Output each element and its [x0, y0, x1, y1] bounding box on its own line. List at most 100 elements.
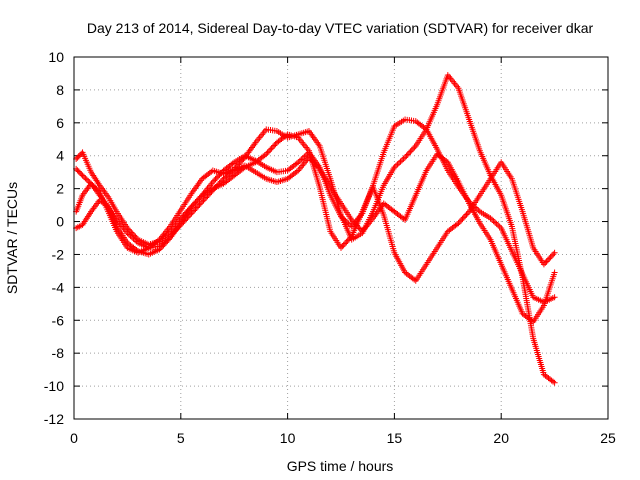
data-point	[191, 200, 198, 207]
data-point	[410, 145, 417, 152]
data-point	[355, 224, 362, 231]
data-point	[207, 190, 214, 197]
data-point	[352, 221, 359, 228]
data-point	[197, 200, 204, 207]
y-tick-label: 6	[56, 115, 64, 131]
data-point	[542, 259, 549, 266]
data-point	[192, 205, 199, 212]
data-point	[271, 142, 278, 149]
data-point	[548, 252, 555, 259]
series-trace-a	[73, 116, 558, 306]
x-tick-label: 0	[70, 430, 78, 446]
data-point	[464, 210, 471, 217]
x-tick-label: 10	[280, 430, 296, 446]
data-point	[189, 208, 196, 215]
data-point	[173, 226, 180, 233]
data-point	[356, 225, 363, 232]
data-points	[73, 72, 558, 386]
y-tick-label: -12	[44, 411, 64, 427]
data-point	[189, 202, 196, 209]
y-tick-label: 4	[56, 148, 64, 164]
data-point	[187, 211, 194, 218]
data-point	[193, 197, 200, 204]
data-point	[546, 255, 553, 262]
data-point	[82, 175, 89, 182]
data-point	[340, 241, 347, 248]
data-point	[272, 141, 279, 148]
data-point	[185, 213, 192, 220]
data-point	[240, 155, 247, 162]
data-point	[267, 146, 274, 153]
data-point	[200, 197, 207, 204]
data-point	[199, 198, 206, 205]
data-point	[550, 251, 557, 258]
data-point	[168, 231, 175, 238]
data-point	[459, 215, 466, 222]
data-point	[544, 257, 551, 264]
data-point	[176, 223, 183, 230]
data-point	[212, 184, 219, 191]
data-point	[350, 218, 357, 225]
data-point	[540, 261, 547, 268]
data-point	[76, 152, 83, 159]
data-point	[543, 258, 550, 265]
data-point	[309, 158, 316, 165]
data-point	[265, 148, 272, 155]
data-point	[269, 143, 276, 150]
y-tick-label: 10	[48, 49, 64, 65]
data-point	[354, 222, 361, 229]
data-point	[305, 154, 312, 161]
axis-ticks: 0 5 10 15 20 25 -12 -10 -8 -6 -4 -2 0 2 4 6 8 10	[44, 49, 616, 446]
data-point	[181, 217, 188, 224]
data-point	[394, 161, 401, 168]
data-point	[219, 177, 226, 184]
data-point	[456, 218, 463, 225]
data-point	[402, 154, 409, 161]
data-point	[397, 158, 404, 165]
x-tick-label: 15	[387, 430, 403, 446]
data-point	[79, 172, 86, 179]
data-point	[205, 191, 212, 198]
series-trace-c	[73, 131, 558, 284]
data-point	[403, 152, 410, 159]
y-tick-label: -2	[52, 246, 65, 262]
plot-frame	[73, 56, 609, 420]
x-axis-title: GPS time / hours	[287, 458, 394, 474]
data-point	[311, 160, 318, 167]
data-point	[268, 145, 275, 152]
data-point	[211, 185, 218, 192]
data-point	[78, 171, 85, 178]
data-point	[263, 151, 270, 158]
data-point	[551, 269, 558, 276]
data-point	[75, 168, 82, 175]
chart-title: Day 213 of 2014, Sidereal Day-to-day VTE…	[87, 20, 594, 36]
data-point	[458, 217, 465, 224]
y-tick-label: 2	[56, 181, 64, 197]
data-point	[490, 218, 497, 225]
data-point	[213, 174, 220, 181]
data-point	[400, 155, 407, 162]
data-point	[495, 222, 502, 229]
data-point	[307, 155, 314, 162]
data-point	[551, 249, 558, 256]
data-point	[211, 177, 218, 184]
data-point	[215, 181, 222, 188]
y-tick-label: -8	[52, 345, 65, 361]
data-point	[408, 147, 415, 154]
x-tick-label: 25	[600, 430, 616, 446]
data-point	[312, 161, 319, 168]
grid	[74, 57, 608, 419]
y-axis-title: SDTVAR / TECUs	[4, 182, 20, 294]
data-point	[346, 236, 353, 243]
data-point	[216, 180, 223, 187]
data-point	[76, 169, 83, 176]
y-tick-label: -6	[52, 312, 65, 328]
data-point	[177, 221, 184, 228]
data-point	[188, 210, 195, 217]
data-point	[196, 195, 203, 202]
data-point	[209, 179, 216, 186]
data-point	[183, 216, 190, 223]
data-point	[75, 153, 82, 160]
data-point	[264, 149, 271, 156]
data-point	[169, 230, 176, 237]
